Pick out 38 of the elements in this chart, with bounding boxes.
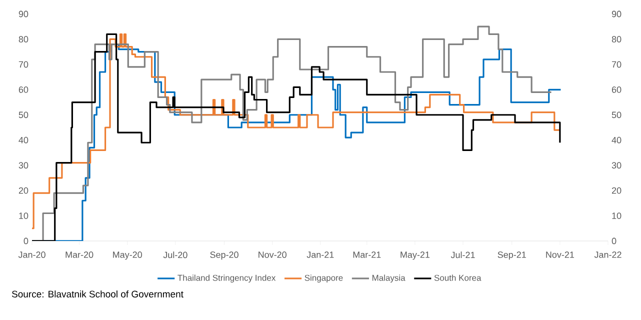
- y2-tick-label: 60: [612, 86, 622, 93]
- y-tick-label: 10: [19, 212, 28, 219]
- x-tick-label: Mar-20: [66, 252, 94, 258]
- y2-tick-label: 10: [612, 212, 622, 219]
- legend-label: Singapore: [304, 274, 343, 283]
- y-tick-label: 90: [18, 10, 28, 18]
- x-tick-label: May-20: [113, 252, 142, 260]
- y2-tick-label: 30: [612, 162, 622, 169]
- y-tick-label: 20: [18, 187, 28, 194]
- y-tick-label: 0: [24, 238, 28, 244]
- y-tick-label: 40: [18, 136, 28, 144]
- y2-tick-label: 80: [612, 36, 622, 42]
- x-tick-label: Mar-21: [353, 252, 381, 258]
- x-tick-label: Jan-20: [18, 252, 46, 258]
- y2-tick-label: 0: [612, 238, 616, 244]
- x-tick-label: Nov-20: [258, 252, 286, 258]
- y2-tick-label: 90: [612, 10, 622, 18]
- legend-label: Malaysia: [372, 274, 406, 283]
- x-tick-label: Jan-22: [594, 252, 622, 258]
- y-tick-label: 60: [18, 86, 28, 93]
- y-tick-label: 70: [18, 61, 28, 68]
- legend-label: Thailand Stringency Index: [178, 274, 276, 283]
- legend-label: South Korea: [434, 274, 482, 281]
- y2-tick-label: 20: [612, 187, 622, 194]
- y2-tick-label: 70: [612, 61, 622, 68]
- y2-tick-label: 40: [612, 136, 622, 144]
- x-tick-label: May-21: [400, 252, 430, 260]
- y-tick-label: 80: [18, 36, 28, 42]
- x-tick-label: Jul-21: [450, 252, 475, 258]
- y-tick-label: 30: [18, 162, 28, 169]
- y2-tick-label: 50: [612, 112, 622, 118]
- x-tick-label: Nov-21: [546, 252, 574, 258]
- x-tick-label: Sep-21: [498, 252, 526, 260]
- x-tick-label: Sep-20: [210, 252, 238, 260]
- source-note: Source: Blavatnik School of Government: [12, 290, 184, 298]
- x-tick-label: Jan-21: [306, 252, 334, 258]
- x-tick-label: Jul-20: [163, 252, 188, 258]
- y-tick-label: 50: [18, 112, 28, 118]
